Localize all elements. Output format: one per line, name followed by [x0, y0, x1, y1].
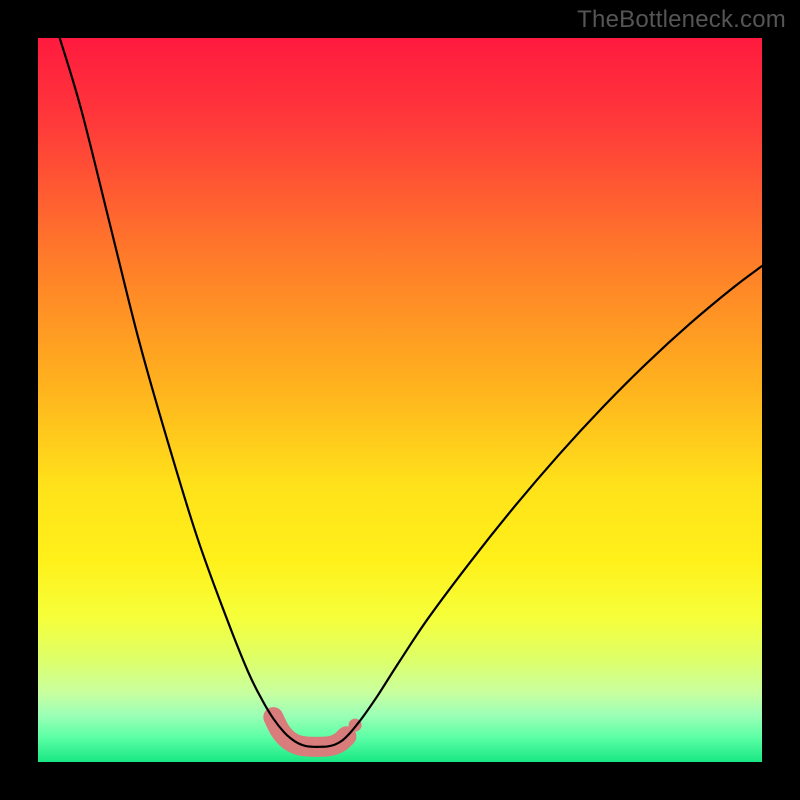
plot-svg	[38, 38, 762, 762]
plot-background	[38, 38, 762, 762]
chart-frame: TheBottleneck.com	[0, 0, 800, 800]
watermark-text: TheBottleneck.com	[577, 6, 786, 34]
